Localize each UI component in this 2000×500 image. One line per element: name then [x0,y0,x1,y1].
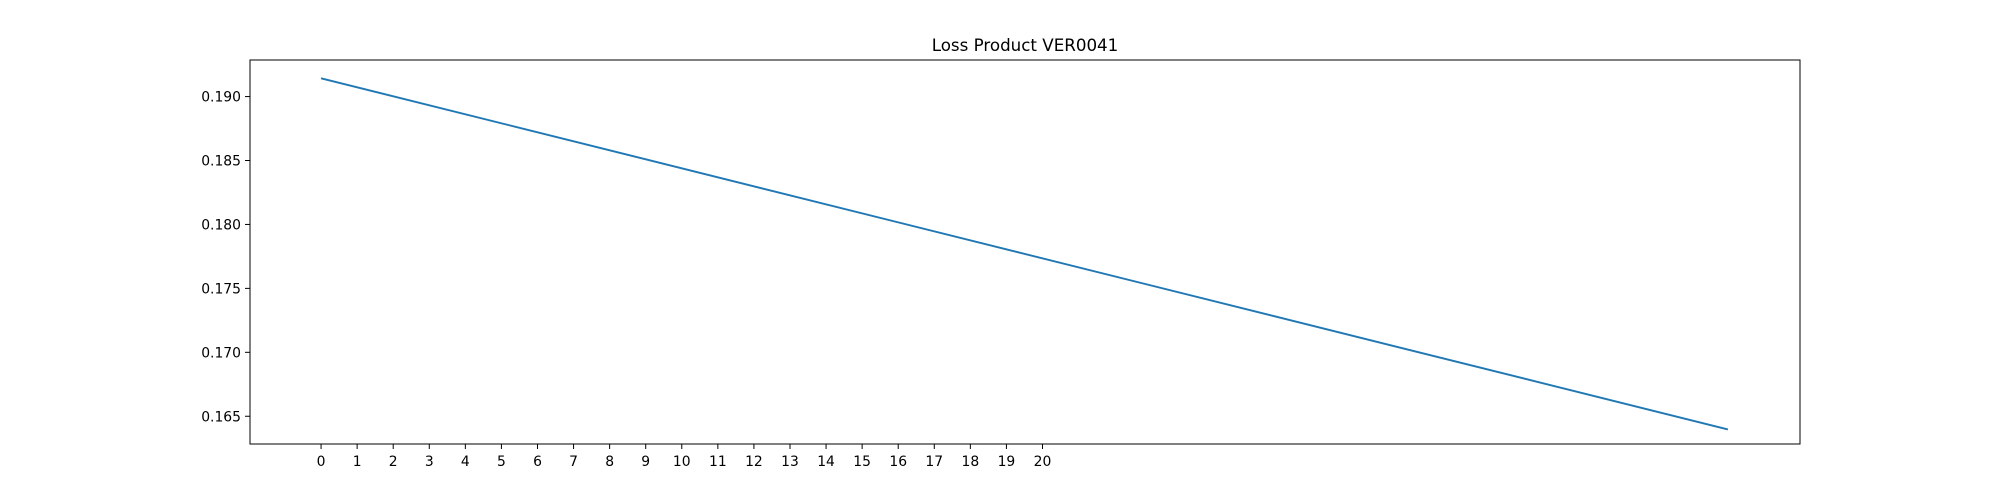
x-tick-label: 12 [745,454,763,470]
x-tick-label: 7 [569,454,578,470]
y-tick-label: 0.180 [201,217,241,233]
x-tick-label: 16 [889,454,907,470]
chart-title: Loss Product VER0041 [932,35,1119,55]
x-tick-label: 5 [497,454,506,470]
x-tick-label: 13 [781,454,799,470]
y-tick-label: 0.165 [201,409,241,425]
x-tick-label: 20 [1034,454,1052,470]
x-tick-label: 6 [533,454,542,470]
x-tick-label: 1 [353,454,362,470]
x-tick-label: 15 [853,454,871,470]
series-line-0 [320,77,1729,431]
x-tick-label: 0 [317,454,326,470]
x-tick-label: 11 [709,454,727,470]
x-tick-label: 18 [962,454,980,470]
x-tick-label: 9 [641,454,650,470]
x-tick-label: 2 [389,454,398,470]
y-tick-label: 0.185 [201,154,241,170]
axes-frame [249,59,1801,445]
x-tick-label: 10 [673,454,691,470]
x-tick-label: 19 [998,454,1016,470]
x-tick-label: 14 [817,454,835,470]
plot-area: 0 1 2 3 4 5 6 7 8 9 10 11 12 13 14 15 16 17 18 19 200.1650.1… [201,59,1801,470]
x-tick-label: 4 [461,454,470,470]
y-tick-label: 0.190 [201,90,241,106]
x-tick-label: 8 [605,454,614,470]
y-tick-label: 0.170 [201,345,241,361]
x-tick-label: 3 [425,454,434,470]
x-tick-label: 17 [925,454,943,470]
y-tick-label: 0.175 [201,281,241,297]
